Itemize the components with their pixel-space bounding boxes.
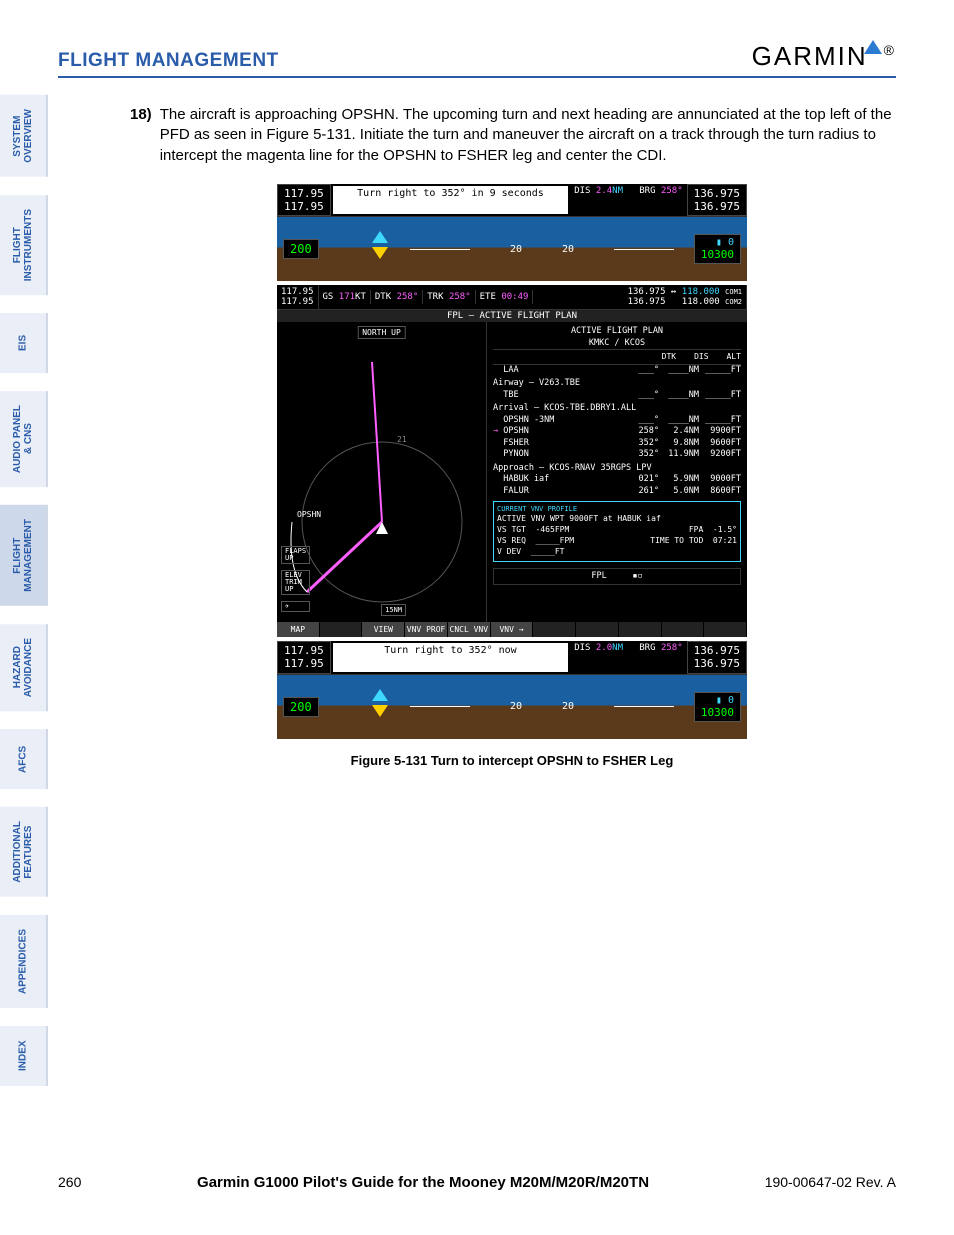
ete-readout: ETE 00:49 <box>476 290 534 304</box>
sidebar-tab[interactable]: HAZARD AVOIDANCE <box>0 624 48 711</box>
pitch-ladder: 2020 <box>410 244 674 255</box>
attitude-indicator-icon <box>350 225 410 265</box>
content-area: 18) The aircraft is approaching OPSHN. T… <box>130 105 894 768</box>
attitude-area: 200 2020 ▮ 0 10300 <box>277 675 747 739</box>
altitude-tape: ▮ 0 10300 <box>694 234 741 264</box>
sidebar-tab[interactable]: FLIGHT INSTRUMENTS <box>0 195 48 295</box>
fpl-row: LAA___°____NM_____FT <box>493 365 741 376</box>
nav-freq-box: 117.95117.95 <box>277 184 331 216</box>
com-freq-box: 136.975136.975 <box>687 641 747 673</box>
fpl-row: Airway – V263.TBE <box>493 378 741 389</box>
softkey <box>533 622 576 637</box>
fpl-row: OPSHN -3NM___°____NM_____FT <box>493 415 741 426</box>
fpl-row: Arrival – KCOS-TBE.DBRY1.ALL <box>493 403 741 414</box>
trk-readout: TRK 258° <box>423 290 475 304</box>
attitude-area: 200 2020 ▮ 0 10300 <box>277 217 747 281</box>
com-freq-box: 136.975 ↔ 118.000 COM1 136.975 118.000 C… <box>533 285 747 309</box>
north-up-label: NORTH UP <box>357 326 406 339</box>
page-number: 260 <box>58 1174 81 1190</box>
sidebar-tab[interactable]: FLIGHT MANAGEMENT <box>0 505 48 606</box>
softkey-bar: MAP VIEWVNV PROFCNCL VNVVNV → <box>277 622 747 637</box>
nav-map-pane: NORTH UP OPSHN 21 FLAPS UP ELEV TRIM UP … <box>277 322 487 622</box>
page-footer: 260 Garmin G1000 Pilot's Guide for the M… <box>58 1174 896 1191</box>
attitude-indicator-icon <box>350 683 410 723</box>
sidebar-tabs: SYSTEM OVERVIEW FLIGHT INSTRUMENTS EIS AUDI… <box>0 95 48 1104</box>
svg-text:OPSHN: OPSHN <box>297 510 321 519</box>
softkey <box>320 622 363 637</box>
brand-logo: GARMIN ® <box>752 40 896 72</box>
sidebar-tab[interactable]: INDEX <box>0 1026 48 1086</box>
fpl-group-label: FPL ▪▫ <box>493 568 741 585</box>
footer-revision: 190-00647-02 Rev. A <box>765 1174 896 1190</box>
pitch-ladder: 2020 <box>410 701 674 712</box>
step-text: The aircraft is approaching OPSHN. The u… <box>160 105 894 166</box>
nav-freq-box: 117.95117.95 <box>277 285 319 309</box>
dtk-readout: DTK 258° <box>371 290 423 304</box>
fpl-row: PYNON352°11.9NM9200FT <box>493 449 741 460</box>
softkey[interactable]: CNCL VNV <box>448 622 491 637</box>
turn-annunciation: Turn right to 352° now <box>333 643 568 671</box>
softkey <box>662 622 705 637</box>
fpl-row: → OPSHN258°2.4NM9900FT <box>493 426 741 437</box>
step-number: 18) <box>130 105 152 166</box>
turn-annunciation: Turn right to 352° in 9 seconds <box>333 186 568 214</box>
sidebar-tab[interactable]: APPENDICES <box>0 915 48 1008</box>
brand-delta-icon <box>864 40 882 54</box>
page-header: FLIGHT MANAGEMENT GARMIN ® <box>58 40 896 78</box>
pfd-strip-2: 117.95117.95 Turn right to 352° now DIS … <box>277 641 747 738</box>
airspeed-tape: 200 <box>283 697 319 717</box>
softkey[interactable]: VIEW <box>362 622 405 637</box>
fpl-row: HABUK iaf021°5.9NM9000FT <box>493 474 741 485</box>
pfd-strip-1: 117.95117.95 Turn right to 352° in 9 sec… <box>277 184 747 281</box>
gs-readout: GS 171KT <box>319 290 371 304</box>
mfd-header: 117.95117.95 GS 171KT DTK 258° TRK 258° … <box>277 285 747 310</box>
softkey <box>576 622 619 637</box>
sidebar-tab[interactable]: AUDIO PANEL & CNS <box>0 391 48 487</box>
softkey[interactable]: VNV PROF <box>405 622 448 637</box>
section-title: FLIGHT MANAGEMENT <box>58 50 279 72</box>
mfd-page-title: FPL – ACTIVE FLIGHT PLAN <box>277 310 747 322</box>
softkey[interactable]: MAP <box>277 622 320 637</box>
sidebar-tab[interactable]: AFCS <box>0 729 48 789</box>
fpl-row: TBE___°____NM_____FT <box>493 390 741 401</box>
brand-text: GARMIN <box>752 41 868 72</box>
fpl-row: FSHER352°9.8NM9600FT <box>493 438 741 449</box>
svg-text:21: 21 <box>397 435 407 444</box>
side-annunciators: FLAPS UP ELEV TRIM UP ✈ <box>281 546 310 612</box>
softkey[interactable]: VNV → <box>491 622 534 637</box>
sidebar-tab[interactable]: SYSTEM OVERVIEW <box>0 95 48 177</box>
vnv-profile-box: CURRENT VNV PROFILE ACTIVE VNV WPT 9000F… <box>493 501 741 562</box>
footer-title: Garmin G1000 Pilot's Guide for the Moone… <box>197 1174 649 1191</box>
figure-caption: Figure 5-131 Turn to intercept OPSHN to … <box>351 753 674 768</box>
altitude-tape: ▮ 0 10300 <box>694 692 741 722</box>
com-freq-box: 136.975136.975 <box>687 184 747 216</box>
fpl-columns: DTKDISALT <box>493 352 741 365</box>
nav-freq-box: 117.95117.95 <box>277 641 331 673</box>
softkey <box>619 622 662 637</box>
mfd-display: 117.95117.95 GS 171KT DTK 258° TRK 258° … <box>277 285 747 637</box>
fpl-row: Approach – KCOS-RNAV 35RGPS LPV <box>493 463 741 474</box>
sidebar-tab[interactable]: ADDITIONAL FEATURES <box>0 807 48 897</box>
flight-plan-pane: ACTIVE FLIGHT PLAN KMKC / KCOS DTKDISALT… <box>487 322 747 622</box>
dis-brg-readout: DIS 2.0NM BRG 258° <box>570 641 686 673</box>
sidebar-tab[interactable]: EIS <box>0 313 48 373</box>
softkey <box>704 622 747 637</box>
fpl-title: ACTIVE FLIGHT PLAN KMKC / KCOS <box>493 326 741 350</box>
step-18: 18) The aircraft is approaching OPSHN. T… <box>130 105 894 166</box>
airspeed-tape: 200 <box>283 239 319 259</box>
dis-brg-readout: DIS 2.4NM BRG 258° <box>570 184 686 216</box>
figure-group: 117.95117.95 Turn right to 352° in 9 sec… <box>130 184 894 768</box>
fpl-row: FALUR261°5.0NM8600FT <box>493 486 741 497</box>
map-range-label: 15NM <box>381 604 406 616</box>
